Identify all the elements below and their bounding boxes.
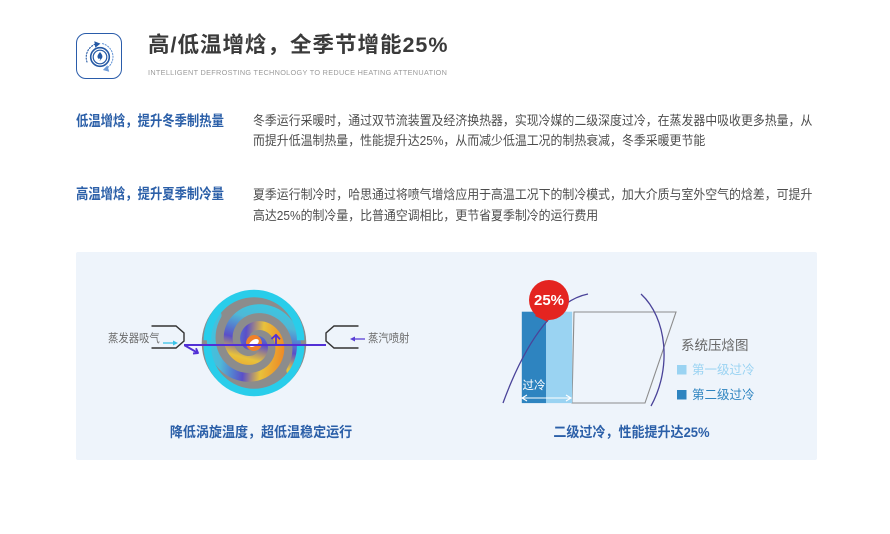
- svg-text:第一级过冷: 第一级过冷: [692, 359, 755, 378]
- svg-text:第二级过冷: 第二级过冷: [692, 384, 755, 403]
- svg-text:系统压焓图: 系统压焓图: [681, 334, 749, 354]
- svg-text:过冷: 过冷: [523, 377, 546, 393]
- svg-text:25%: 25%: [534, 292, 564, 309]
